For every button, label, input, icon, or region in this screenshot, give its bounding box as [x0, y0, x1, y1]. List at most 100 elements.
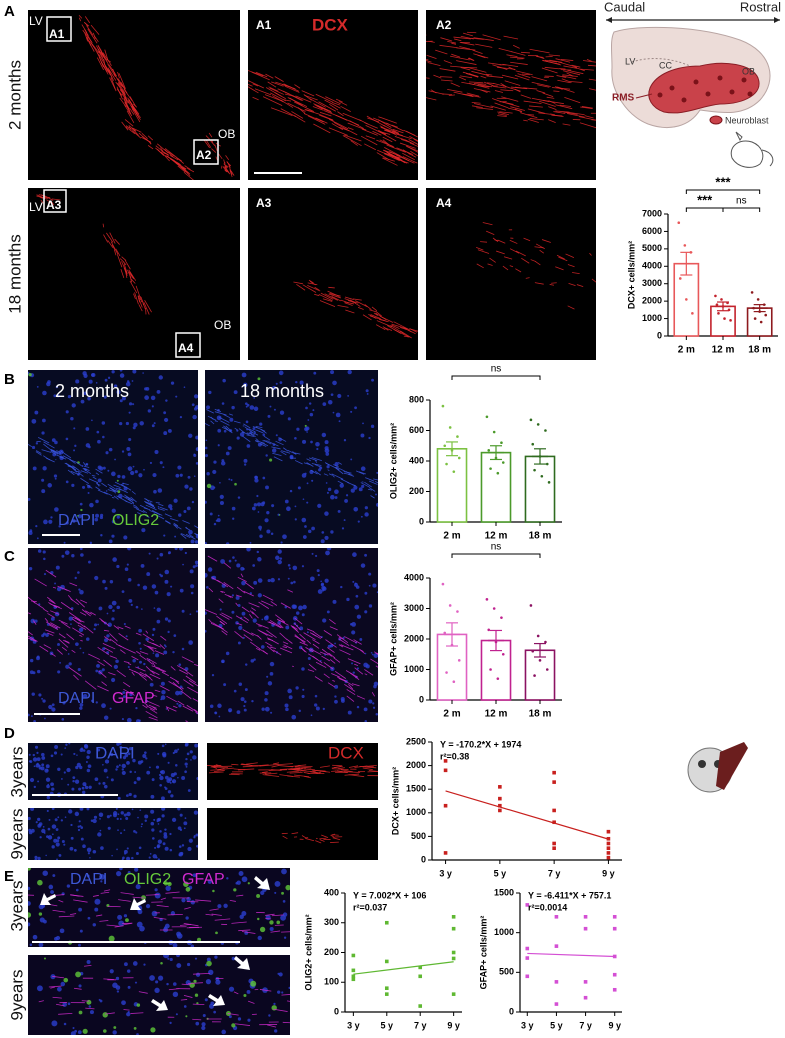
fiber — [51, 198, 61, 201]
cell — [306, 482, 309, 485]
fiber — [248, 602, 260, 608]
fiber — [316, 771, 322, 774]
fiber — [183, 994, 193, 998]
fiber — [137, 512, 142, 515]
fiber — [60, 601, 73, 611]
y-axis-title: GFAP+ cells/mm² — [478, 916, 488, 990]
fiber — [338, 678, 347, 683]
fiber — [103, 491, 113, 497]
fiber — [269, 646, 276, 649]
cell — [89, 541, 93, 544]
fiber — [306, 628, 315, 633]
cell — [64, 816, 67, 819]
cell — [82, 790, 86, 795]
fiber — [310, 469, 318, 475]
cell — [257, 557, 262, 562]
fiber — [84, 22, 89, 27]
cell — [133, 1026, 137, 1030]
fiber — [294, 452, 301, 455]
fiber — [97, 48, 104, 58]
fiber — [118, 899, 131, 902]
data-point — [498, 785, 502, 789]
fiber — [218, 153, 223, 160]
fiber — [240, 573, 244, 578]
fiber — [145, 504, 157, 511]
data-point — [536, 634, 540, 638]
x-tick-label: 7 y — [579, 1020, 592, 1030]
fiber — [314, 464, 322, 468]
data-point — [498, 808, 502, 813]
fiber — [376, 139, 394, 147]
cell — [57, 670, 61, 674]
fiber — [346, 695, 355, 702]
fiber — [143, 507, 151, 511]
cell — [46, 809, 49, 812]
fiber — [101, 619, 106, 624]
cell — [43, 573, 47, 576]
cell — [169, 848, 173, 852]
cell — [138, 641, 141, 645]
fiber — [599, 263, 603, 266]
fiber — [255, 440, 259, 443]
fiber — [98, 54, 109, 70]
mouse-icon — [730, 131, 774, 168]
fiber — [222, 166, 227, 172]
cell — [85, 427, 90, 431]
cell — [212, 469, 217, 475]
cell — [45, 764, 50, 769]
fiber — [477, 249, 490, 254]
cell — [376, 591, 378, 594]
cell — [109, 814, 112, 817]
data-point — [729, 319, 732, 322]
cell — [125, 918, 129, 923]
fiber — [130, 1012, 144, 1014]
cell — [44, 768, 49, 773]
cell — [179, 473, 183, 477]
cell — [171, 817, 177, 822]
fiber — [306, 458, 311, 462]
cell — [160, 574, 163, 578]
cell — [52, 874, 56, 878]
cell — [50, 754, 54, 758]
cell — [162, 842, 166, 846]
fiber — [221, 612, 233, 619]
fiber — [460, 67, 471, 71]
data-point — [552, 808, 556, 813]
cell — [79, 824, 82, 827]
fiber — [135, 632, 142, 636]
cell — [41, 828, 46, 834]
cell — [77, 825, 80, 828]
cell — [113, 813, 117, 818]
fiber — [504, 80, 521, 86]
fiber — [426, 60, 432, 63]
fiber — [251, 71, 270, 81]
cell — [32, 757, 38, 762]
fiber — [564, 97, 581, 104]
y-axis-title: DCX+ cells/mm² — [390, 767, 400, 835]
cell — [57, 767, 61, 771]
column-label: 2 months — [55, 381, 129, 401]
fiber — [50, 450, 56, 455]
fiber — [473, 53, 489, 59]
fiber — [370, 495, 375, 499]
data-point — [552, 841, 556, 846]
marker-label: LV — [29, 200, 43, 214]
fiber — [28, 894, 35, 896]
fiber — [549, 59, 563, 63]
fiber — [327, 469, 330, 471]
data-point — [496, 677, 500, 680]
fiber — [145, 630, 149, 634]
fiber — [515, 250, 526, 257]
fiber — [148, 704, 157, 709]
fiber — [118, 83, 126, 93]
cell — [257, 442, 262, 447]
data-point — [554, 915, 559, 919]
cell — [81, 786, 85, 790]
cell — [350, 488, 355, 493]
fiber — [530, 259, 537, 262]
fiber — [82, 29, 93, 43]
fiber — [302, 284, 317, 293]
cell — [171, 779, 177, 784]
cell — [41, 763, 45, 767]
fiber — [286, 638, 293, 644]
